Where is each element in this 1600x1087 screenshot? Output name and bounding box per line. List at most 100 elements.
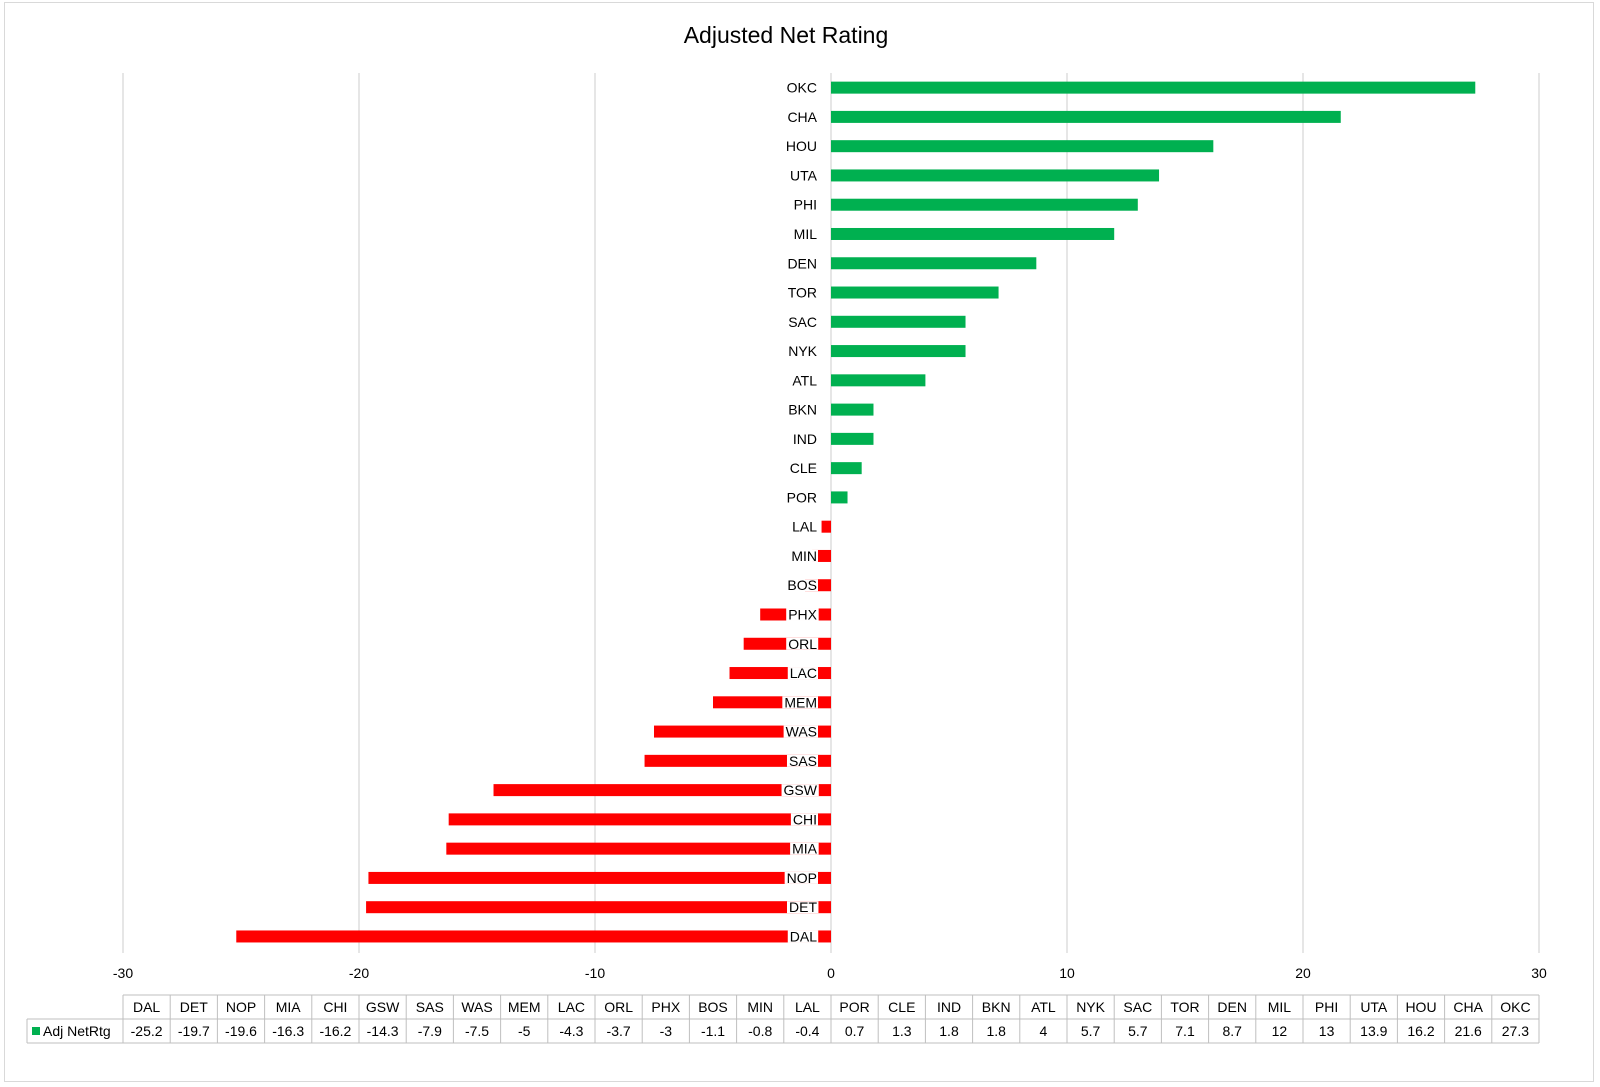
table-header-cell: DEN bbox=[1217, 999, 1247, 1015]
table-value-cell: 16.2 bbox=[1407, 1023, 1434, 1039]
bar-nyk bbox=[831, 345, 966, 358]
category-label-min: MIN bbox=[791, 548, 817, 564]
bar-sac bbox=[831, 315, 966, 328]
category-label-dal: DAL bbox=[790, 928, 817, 944]
category-label-mia: MIA bbox=[792, 841, 818, 857]
bar-det bbox=[366, 901, 831, 914]
table-header-cell: CHA bbox=[1453, 999, 1483, 1015]
table-value-cell: -3 bbox=[660, 1023, 673, 1039]
category-label-det: DET bbox=[789, 899, 817, 915]
table-header-cell: TOR bbox=[1170, 999, 1199, 1015]
category-label-por: POR bbox=[787, 489, 817, 505]
table-header-cell: MEM bbox=[508, 999, 541, 1015]
table-header-cell: MIA bbox=[276, 999, 302, 1015]
bar-ind bbox=[831, 432, 874, 445]
category-label-backing bbox=[786, 608, 819, 621]
table-value-cell: -19.7 bbox=[178, 1023, 210, 1039]
bar-por bbox=[831, 491, 848, 504]
table-value-cell: -16.2 bbox=[319, 1023, 351, 1039]
table-value-cell: 27.3 bbox=[1502, 1023, 1529, 1039]
table-header-cell: WAS bbox=[461, 999, 492, 1015]
table-header-cell: SAC bbox=[1123, 999, 1152, 1015]
table-value-cell: 13 bbox=[1319, 1023, 1335, 1039]
category-label-bkn: BKN bbox=[788, 402, 817, 418]
category-label-nyk: NYK bbox=[788, 343, 817, 359]
category-label-backing bbox=[786, 637, 819, 650]
bar-bkn bbox=[831, 403, 874, 416]
category-label-tor: TOR bbox=[788, 285, 817, 301]
table-value-cell: -3.7 bbox=[607, 1023, 631, 1039]
category-label-backing bbox=[787, 667, 818, 680]
bar-den bbox=[831, 257, 1037, 270]
bar-mia bbox=[446, 842, 831, 855]
table-value-cell: -25.2 bbox=[131, 1023, 163, 1039]
table-value-cell: -19.6 bbox=[225, 1023, 257, 1039]
table-header-cell: GSW bbox=[366, 999, 400, 1015]
grid-lines bbox=[122, 73, 1540, 953]
table-header-cell: MIL bbox=[1268, 999, 1292, 1015]
table-header-cell: NOP bbox=[226, 999, 256, 1015]
bar-cha bbox=[831, 110, 1341, 123]
category-label-backing bbox=[783, 725, 818, 738]
category-label-sac: SAC bbox=[788, 314, 817, 330]
bar-atl bbox=[831, 374, 926, 387]
bar-mil bbox=[831, 227, 1115, 240]
data-table: Adj NetRtg DAL -25.2 DET -19.7 NOP -19.6 MIA -16… bbox=[26, 994, 1540, 1044]
category-label-backing bbox=[784, 871, 818, 884]
legend-series-name: Adj NetRtg bbox=[43, 1023, 111, 1039]
table-value-cell: 13.9 bbox=[1360, 1023, 1387, 1039]
table-header-cell: OKC bbox=[1500, 999, 1530, 1015]
table-header-cell: MIN bbox=[747, 999, 773, 1015]
bar-sas bbox=[644, 754, 831, 767]
bars bbox=[236, 81, 1476, 943]
bar-phi bbox=[831, 198, 1138, 211]
table-header-cell: DET bbox=[180, 999, 208, 1015]
category-label-backing bbox=[785, 579, 818, 592]
table-value-cell: 5.7 bbox=[1081, 1023, 1101, 1039]
category-labels: OKC CHA HOU UTA PHI MIL DEN TOR SAC NYK ATL BKN IND C… bbox=[781, 80, 819, 944]
category-label-cha: CHA bbox=[787, 109, 817, 125]
category-label-backing bbox=[781, 784, 819, 797]
table-value-cell: 4 bbox=[1040, 1023, 1048, 1039]
category-label-uta: UTA bbox=[790, 167, 818, 183]
table-header-cell: BKN bbox=[982, 999, 1011, 1015]
category-label-orl: ORL bbox=[788, 636, 817, 652]
table-header-cell: NYK bbox=[1076, 999, 1105, 1015]
category-label-was: WAS bbox=[786, 724, 817, 740]
table-value-cell: 1.3 bbox=[892, 1023, 912, 1039]
table-value-cell: -7.5 bbox=[465, 1023, 489, 1039]
table-header-cell: IND bbox=[937, 999, 961, 1015]
legend-key bbox=[32, 1027, 40, 1035]
chart-title: Adjusted Net Rating bbox=[684, 22, 889, 48]
category-label-hou: HOU bbox=[786, 138, 817, 154]
x-tick-label: -20 bbox=[349, 965, 369, 981]
category-label-backing bbox=[786, 754, 818, 767]
category-label-backing bbox=[787, 901, 819, 914]
chart-frame: Adjusted Net Rating OKC CHA HOU UTA PHI MIL DE… bbox=[4, 2, 1594, 1082]
category-label-backing bbox=[782, 696, 818, 709]
x-tick-label: 20 bbox=[1295, 965, 1311, 981]
category-label-mem: MEM bbox=[784, 694, 817, 710]
table-header-cell: LAC bbox=[558, 999, 585, 1015]
table-header-cell: DAL bbox=[133, 999, 160, 1015]
category-label-atl: ATL bbox=[792, 372, 817, 388]
table-value-cell: -5 bbox=[518, 1023, 531, 1039]
table-value-cell: -16.3 bbox=[272, 1023, 304, 1039]
x-tick-label: 10 bbox=[1059, 965, 1075, 981]
table-header-cell: CLE bbox=[888, 999, 915, 1015]
table-value-cell: 12 bbox=[1272, 1023, 1288, 1039]
x-axis-ticks: -30 -20 -10 0 10 20 30 bbox=[113, 965, 1547, 981]
table-header-cell: CHI bbox=[323, 999, 347, 1015]
category-label-gsw: GSW bbox=[784, 782, 818, 798]
bar-cle bbox=[831, 462, 862, 475]
category-label-lal: LAL bbox=[792, 519, 817, 535]
bar-uta bbox=[831, 169, 1160, 182]
table-value-cell: 1.8 bbox=[939, 1023, 959, 1039]
bar-nop bbox=[368, 871, 831, 884]
category-label-nop: NOP bbox=[787, 870, 817, 886]
category-label-phi: PHI bbox=[794, 197, 817, 213]
bar-lal bbox=[821, 520, 831, 533]
category-label-mil: MIL bbox=[794, 226, 818, 242]
category-label-sas: SAS bbox=[789, 753, 817, 769]
table-value-cell: -0.4 bbox=[795, 1023, 819, 1039]
